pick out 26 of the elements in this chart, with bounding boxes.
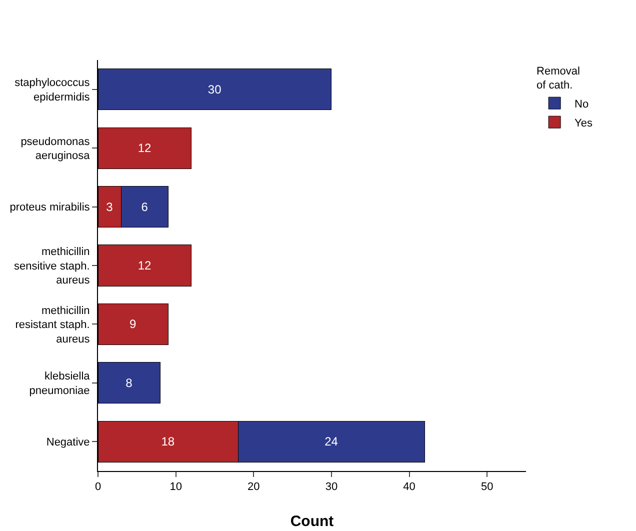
x-tick-label: 20 [248, 481, 260, 494]
legend-title: Removal of cath. [536, 65, 580, 92]
x-tick-label: 30 [325, 481, 338, 494]
x-tick-label: 0 [94, 481, 102, 494]
data-label: 12 [138, 258, 152, 272]
data-label: 9 [130, 317, 137, 332]
data-label: 24 [324, 434, 338, 449]
data-label: 18 [161, 434, 175, 449]
x-tick-label: 10 [170, 481, 182, 494]
y-tick-label: methicillin resistant staph. aureus [15, 304, 90, 346]
legend-label: No [574, 98, 589, 110]
y-tick-label: Negative [46, 436, 90, 448]
x-axis-title: Count [290, 513, 334, 530]
x-tick-label: 40 [403, 481, 416, 494]
y-tick-label: methicillin sensitive staph. aureus [14, 246, 90, 287]
legend-label: Yes [574, 117, 594, 130]
data-label: 3 [106, 200, 114, 214]
y-tick-label: proteus mirabilis [10, 202, 90, 214]
y-tick-label: klebsiella pneumoniae [29, 370, 91, 397]
y-tick-label: staphylococcus epidermidis [14, 77, 90, 104]
data-label: 6 [141, 200, 148, 214]
y-tick-label: pseudomonas aeruginosa [20, 136, 91, 162]
data-label: 12 [138, 141, 152, 156]
data-label: 8 [126, 376, 133, 390]
x-tick-label: 50 [480, 481, 494, 494]
data-label: 30 [208, 82, 222, 96]
